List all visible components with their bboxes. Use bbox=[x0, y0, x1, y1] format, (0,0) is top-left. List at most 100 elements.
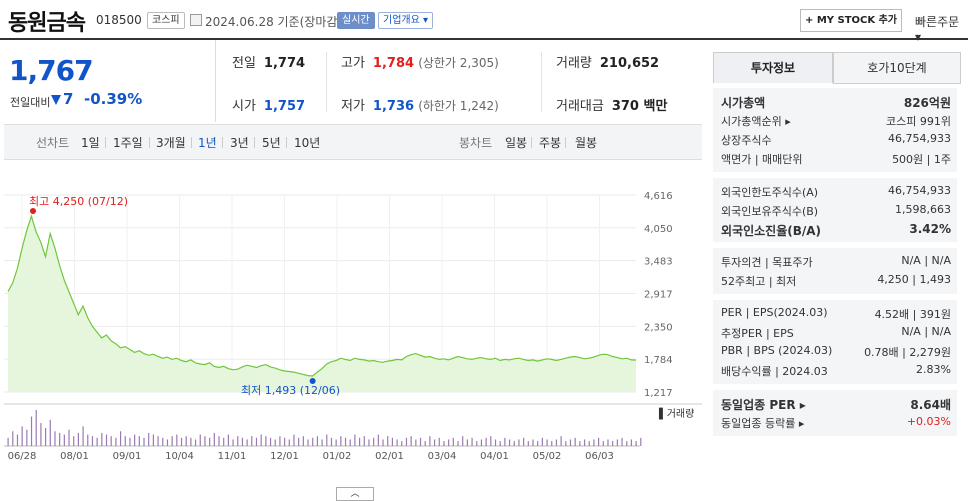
volume-bar bbox=[190, 437, 192, 446]
info-label: 외국인한도주식수(A) bbox=[721, 186, 819, 199]
price-change: 7 bbox=[63, 90, 74, 108]
volume-bar bbox=[119, 431, 122, 446]
range-3y[interactable]: 3년 bbox=[230, 136, 249, 150]
high-marker bbox=[30, 208, 36, 214]
x-tick-label: 06/03 bbox=[585, 451, 614, 462]
low-cell: 저가 1,736 (하한가 1,242) bbox=[341, 95, 499, 114]
volume-bar bbox=[373, 437, 375, 446]
volume-bar bbox=[377, 434, 379, 446]
volume-bar bbox=[368, 439, 370, 446]
info-value: N/A | N/A bbox=[901, 254, 951, 267]
y-tick-labels: 4,616 4,050 3,483 2,917 2,350 1,784 1,217 bbox=[644, 191, 673, 399]
volume-bar bbox=[194, 439, 197, 446]
volume-bar bbox=[569, 439, 572, 446]
candle-weekly[interactable]: 주봉 bbox=[539, 136, 562, 150]
low-marker bbox=[309, 378, 316, 385]
volume-bar bbox=[485, 437, 487, 446]
info-value: 8.64배 bbox=[910, 398, 951, 412]
chart-grid bbox=[4, 194, 702, 447]
chart-scroll-handle[interactable]: ︿ bbox=[336, 487, 374, 501]
range-1y[interactable]: 1년 bbox=[198, 136, 217, 150]
volume-bar bbox=[391, 437, 393, 446]
volume-bar bbox=[209, 437, 211, 446]
volume-bar bbox=[124, 436, 126, 446]
volume-bar bbox=[110, 436, 112, 446]
volume-bar bbox=[87, 434, 89, 446]
volume-bar bbox=[129, 437, 131, 446]
volume-bar bbox=[555, 439, 558, 446]
volume-bar bbox=[579, 441, 581, 446]
volume-bar bbox=[143, 437, 145, 446]
volume-bar bbox=[527, 441, 529, 446]
volume-bar bbox=[523, 437, 525, 446]
volume-bar bbox=[265, 436, 267, 446]
company-overview-button[interactable]: 기업개요 ▾ bbox=[378, 12, 433, 29]
volume-bar bbox=[157, 436, 159, 446]
range-10y[interactable]: 10년 bbox=[294, 136, 321, 150]
info-label: 외국인보유주식수(B) bbox=[721, 205, 819, 218]
volume-bar bbox=[480, 439, 483, 446]
y-tick-label: 3,483 bbox=[644, 257, 673, 268]
info-value: 46,754,933 bbox=[888, 132, 951, 145]
volume-bar bbox=[77, 432, 79, 446]
down-arrow-icon bbox=[51, 95, 61, 105]
tab-order-book[interactable]: 호가10단계 bbox=[833, 52, 961, 84]
volume-bar bbox=[541, 437, 543, 446]
range-5y[interactable]: 5년 bbox=[262, 136, 281, 150]
x-tick-label: 04/01 bbox=[480, 451, 509, 462]
x-tick-label: 10/04 bbox=[165, 451, 194, 462]
y-tick-label: 1,217 bbox=[644, 388, 673, 399]
range-3m[interactable]: 3개월 bbox=[156, 136, 186, 150]
volume-bar bbox=[288, 439, 290, 446]
volume-bar bbox=[96, 437, 98, 446]
tab-investment-info[interactable]: 투자정보 bbox=[713, 52, 833, 83]
volume-bar bbox=[410, 436, 412, 446]
info-value: +0.03% bbox=[906, 415, 951, 428]
volume-bar bbox=[396, 439, 398, 446]
volume-bar bbox=[405, 437, 408, 446]
volume-bar bbox=[621, 437, 623, 446]
volume-bar bbox=[21, 426, 23, 446]
candle-daily[interactable]: 일봉 bbox=[505, 136, 528, 150]
volume-bar bbox=[312, 437, 314, 446]
info-label: PBR | BPS (2024.03) bbox=[721, 344, 833, 357]
volume-bar bbox=[284, 437, 286, 446]
volume-bar bbox=[12, 431, 14, 446]
volume-bar bbox=[255, 437, 258, 446]
info-row: 시가총액순위 ▸ 코스피 991위 bbox=[721, 113, 951, 129]
amount-cell: 거래대금 370 백만 bbox=[556, 95, 667, 114]
quick-order-button[interactable]: 빠른주문 ▾ bbox=[915, 15, 960, 44]
info-row: 추정PER | EPS N/A | N/A bbox=[721, 325, 951, 341]
volume-bar bbox=[204, 436, 206, 446]
volume-bar bbox=[44, 428, 47, 446]
x-tick-labels: 06/28 08/01 09/01 10/04 11/01 12/01 01/02 02/01… bbox=[8, 451, 614, 462]
info-value: 코스피 991위 bbox=[886, 115, 951, 128]
volume-cell: 거래량 210,652 bbox=[556, 52, 659, 71]
volume-bar bbox=[148, 432, 150, 446]
info-value: N/A | N/A bbox=[901, 325, 951, 338]
info-label: 추정PER | EPS bbox=[721, 327, 794, 340]
volume-bar bbox=[471, 437, 473, 446]
range-1w[interactable]: 1주일 bbox=[113, 136, 143, 150]
range-1d[interactable]: 1일 bbox=[81, 136, 100, 150]
x-tick-label: 11/01 bbox=[218, 451, 247, 462]
volume-bar bbox=[40, 423, 42, 446]
candle-monthly[interactable]: 월봉 bbox=[575, 136, 598, 150]
volume-bar bbox=[166, 439, 169, 446]
volume-bar bbox=[387, 436, 389, 446]
volume-bar bbox=[326, 434, 328, 446]
add-mystock-button[interactable]: + MY STOCK 추가 bbox=[800, 9, 902, 32]
y-tick-label: 4,050 bbox=[644, 224, 673, 235]
info-value: 1,598,663 bbox=[895, 203, 951, 216]
volume-bar bbox=[274, 439, 276, 446]
low-note: 최저 1,493 (12/06) bbox=[241, 384, 340, 397]
amount-value: 370 백만 bbox=[611, 99, 668, 114]
volume-bar bbox=[101, 432, 103, 446]
info-row: 52주최고 | 최저 4,250 | 1,493 bbox=[721, 273, 951, 289]
info-label: 동일업종 PER ▸ bbox=[721, 398, 806, 412]
price-chart[interactable]: 4,616 4,050 3,483 2,917 2,350 1,784 1,217 06/2… bbox=[4, 160, 702, 500]
realtime-badge[interactable]: 실시간 bbox=[337, 12, 375, 29]
info-label: 투자의견 | 목표주가 bbox=[721, 256, 813, 269]
lower-limit: (하한가 1,242) bbox=[418, 99, 499, 113]
info-label: PER | EPS(2024.03) bbox=[721, 306, 828, 319]
